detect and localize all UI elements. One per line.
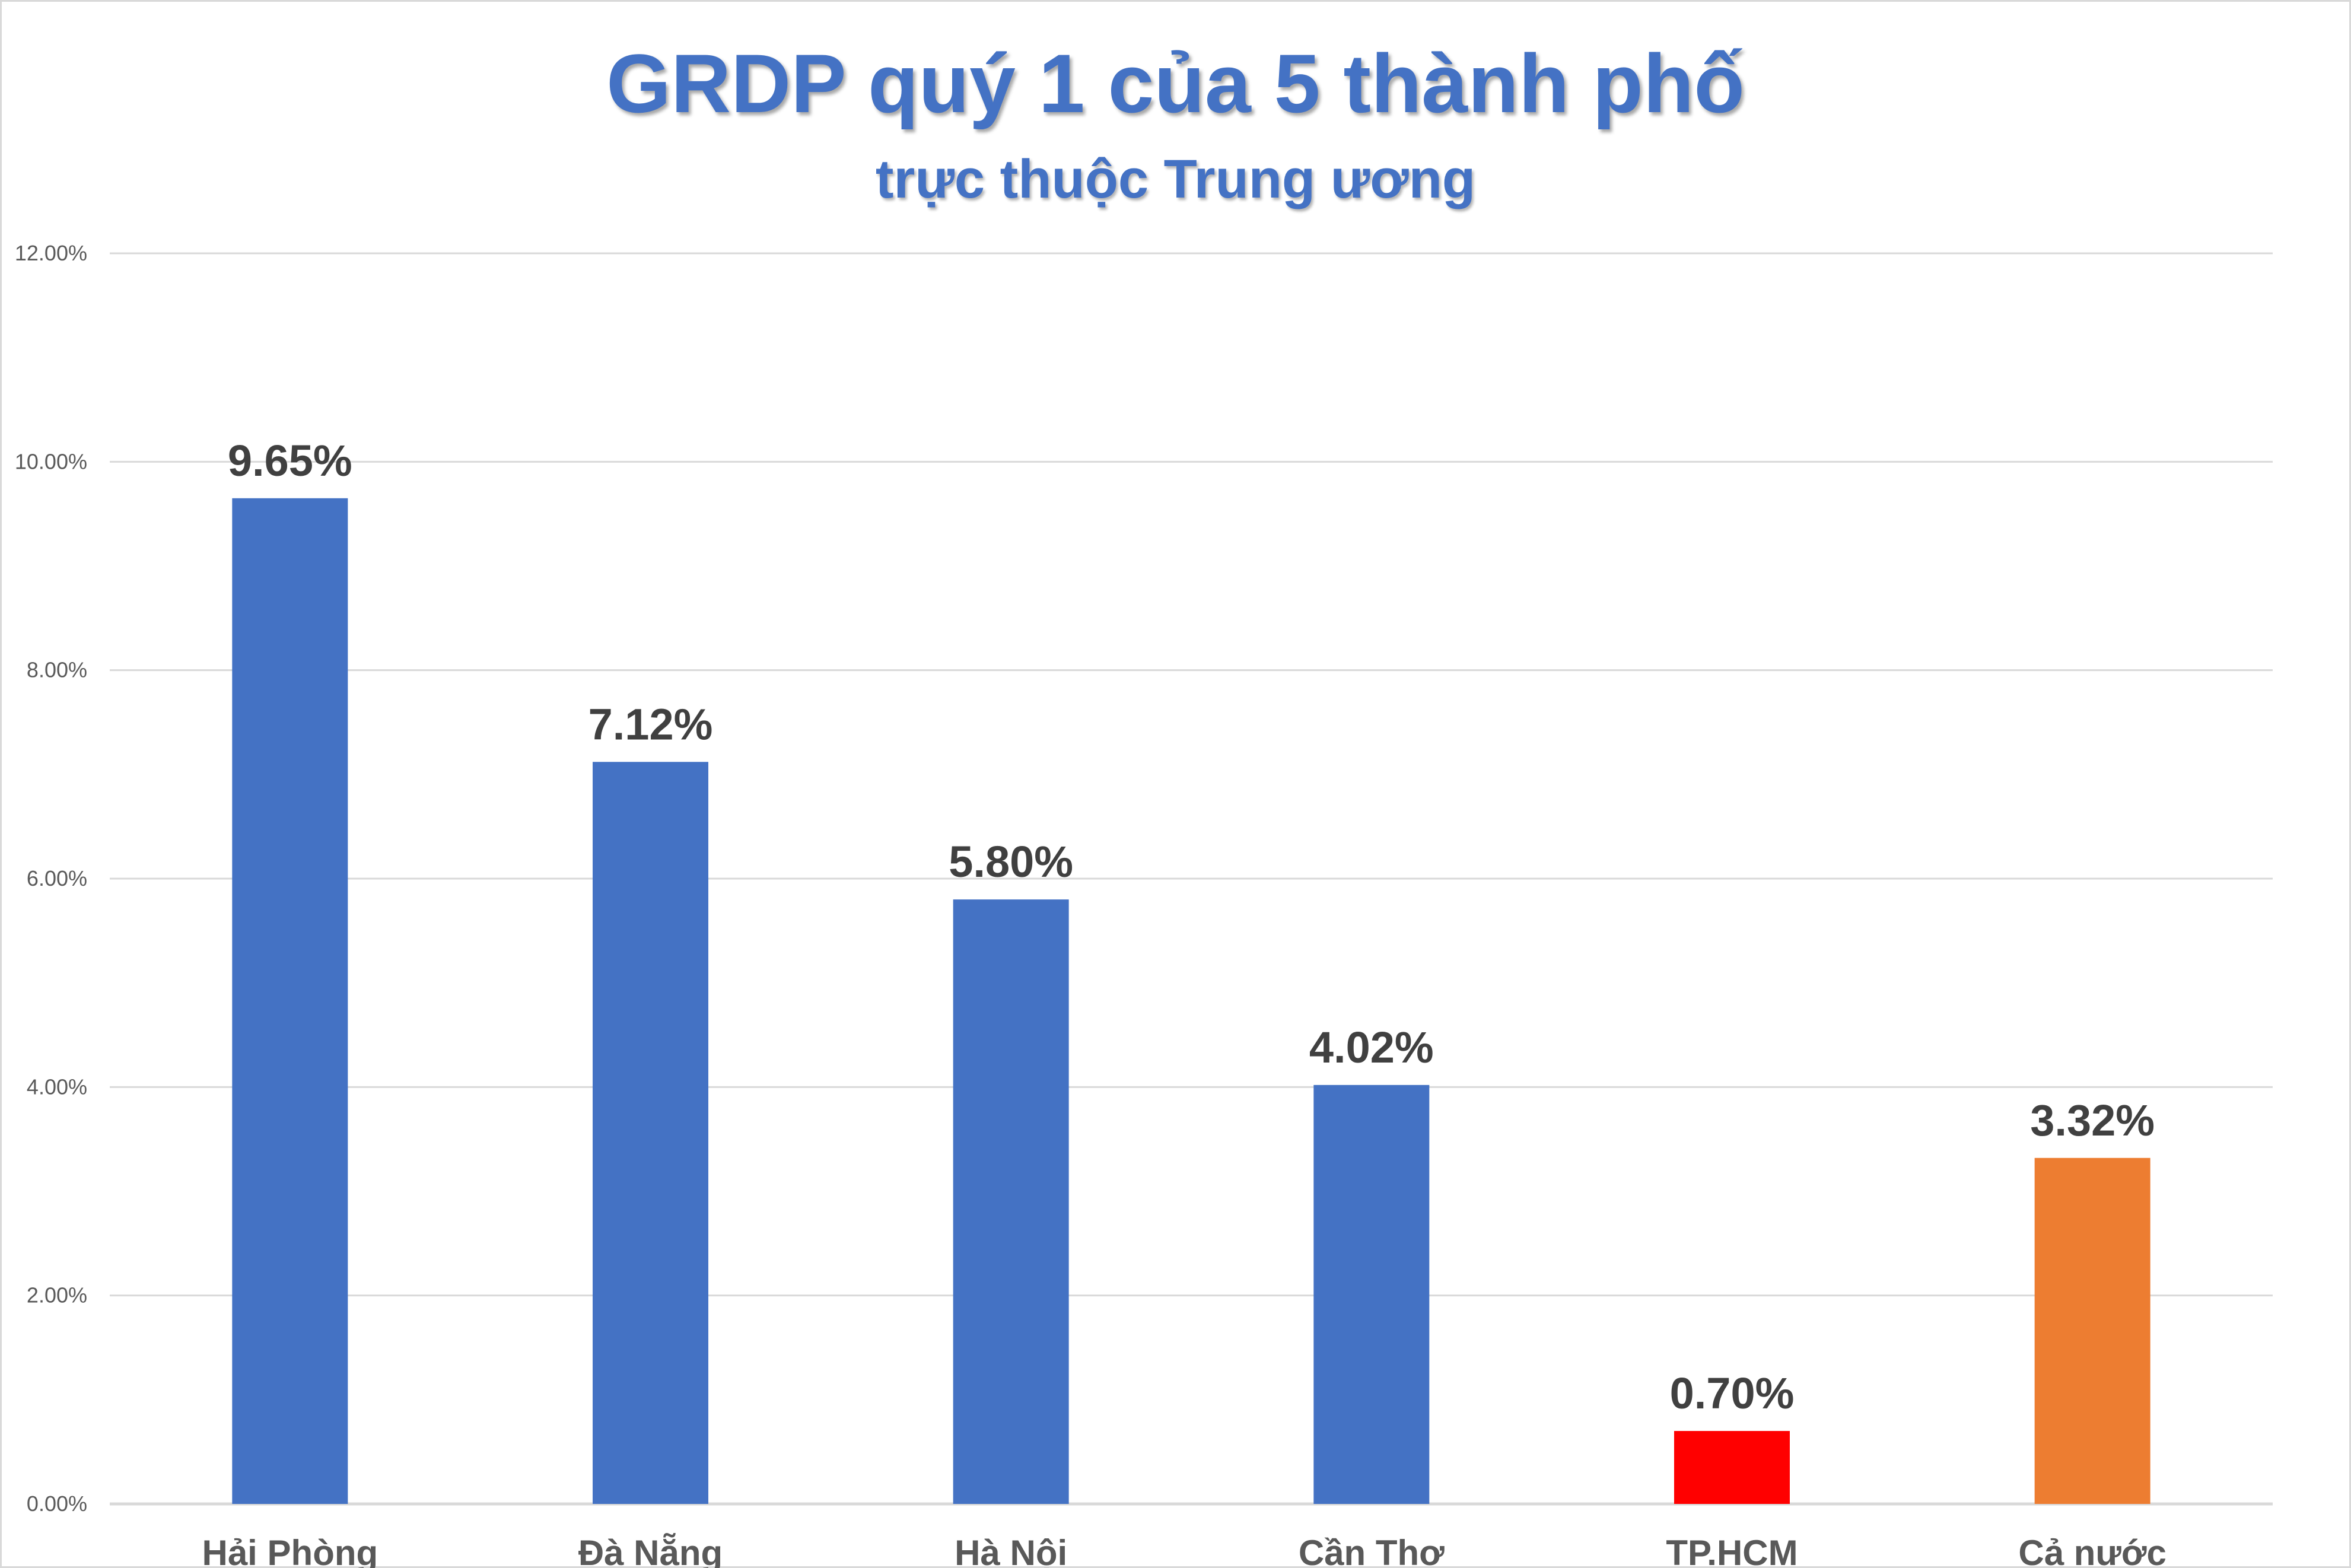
data-label: 0.70% (1670, 1369, 1795, 1418)
data-label: 7.12% (588, 699, 713, 749)
chart-title: GRDP quý 1 của 5 thành phố (606, 37, 1745, 130)
y-tick-label: 4.00% (27, 1074, 87, 1099)
y-tick-label: 10.00% (15, 449, 87, 473)
data-label: 4.02% (1309, 1023, 1434, 1072)
x-tick-label: Cả nước (2018, 1533, 2167, 1568)
bar (1313, 1084, 1430, 1504)
x-tick-label: Cần Thơ (1299, 1533, 1445, 1568)
bar (953, 899, 1069, 1504)
data-label: 9.65% (228, 436, 352, 485)
x-tick-label: Hải Phòng (202, 1533, 378, 1568)
data-label: 3.32% (2030, 1096, 2155, 1145)
chart-subtitle: trực thuộc Trung ương (875, 149, 1476, 209)
y-tick-label: 6.00% (27, 866, 87, 890)
bar (2034, 1157, 2150, 1504)
x-tick-label: TP.HCM (1666, 1533, 1798, 1568)
x-tick-label: Hà Nội (955, 1533, 1067, 1568)
bar (232, 498, 348, 1504)
y-tick-label: 8.00% (27, 658, 87, 682)
bar (1674, 1431, 1790, 1504)
bar (593, 762, 708, 1504)
y-tick-label: 0.00% (27, 1491, 87, 1516)
x-tick-label: Đà Nẵng (578, 1533, 723, 1568)
data-label: 5.80% (949, 837, 1073, 886)
y-tick-label: 12.00% (15, 241, 87, 265)
y-tick-label: 2.00% (27, 1283, 87, 1308)
